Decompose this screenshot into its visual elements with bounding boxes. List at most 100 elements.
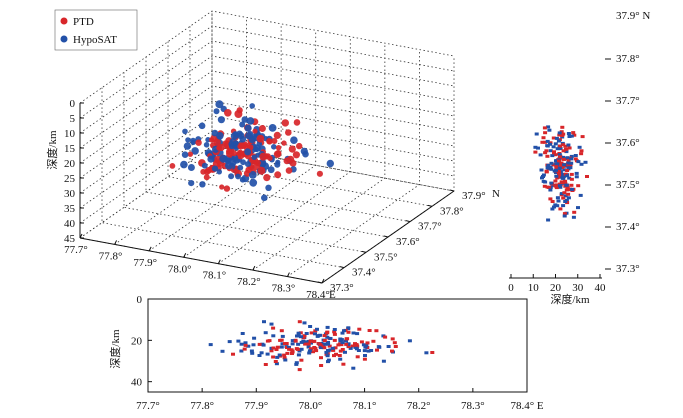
ptd-point [203,174,210,181]
lon-depth-y-tick-label: 40 [131,377,143,389]
ptd-point [287,347,292,351]
ptd-point [224,109,232,117]
scatter3d-points [169,100,334,202]
ptd-point [327,344,332,348]
hyposat-point [550,207,555,211]
ptd-point [367,329,372,332]
grid3d-y-line [123,72,367,253]
ptd-point [296,142,303,150]
grid3d-x-line [321,56,455,284]
ptd-point [295,347,300,351]
ptd-point [579,149,584,153]
lon-depth-y-title: 深度/km [108,329,122,369]
hyposat-point [561,204,566,208]
ptd-point [350,344,355,348]
hyposat-point [229,143,235,150]
ptd-point [282,342,287,346]
ptd-point [297,368,302,372]
ptd-point [337,354,342,357]
ptd-point [275,345,280,349]
hyposat-point [568,166,573,170]
hyposat-point [545,144,550,148]
hyposat-point [560,172,565,176]
hyposat-point [318,346,323,350]
x-tick-3d [79,233,83,239]
hyposat-point [239,121,246,128]
hyposat-point [236,339,241,343]
hyposat-point [557,166,562,170]
y-tick-3d [427,204,433,207]
ptd-point [557,133,562,137]
hyposat-point [563,194,568,198]
ptd-point [263,363,268,366]
ptd-point [309,347,314,351]
lon-depth-x-end-label: 78.4° E [510,400,543,412]
hyposat-point [307,351,312,355]
ptd-point [560,181,565,185]
ptd-point [245,166,252,173]
y-tick-3d [361,250,367,253]
grid3d-z-line [79,40,455,134]
hyposat-point [342,329,346,333]
hyposat-point [182,128,188,135]
hyposat-point [199,181,206,188]
legend [54,9,138,51]
lon-depth-y-tick-label: 0 [137,294,143,306]
hyposat-point [265,352,270,356]
depth-lat-x-tick-label: 20 [550,282,562,294]
hyposat-point [326,340,330,344]
x-tick-3d [321,278,325,284]
hyposat-point [280,342,285,346]
hyposat-point [562,168,567,172]
hyposat-point [362,349,367,353]
hyposat-point [533,145,538,149]
ptd-point [271,346,276,350]
hyposat-point [554,162,559,166]
depth-lat-y-tick-label: 37.3° [616,263,640,275]
hyposat-point [220,349,225,353]
ptd-point [562,191,567,195]
hyposat-point [201,162,208,169]
ptd-point [541,136,546,140]
ptd-point [309,331,314,335]
ptd-point [332,338,337,342]
hyposat-point [188,180,195,187]
y-tick-3d [339,266,345,269]
ptd-point [344,342,349,346]
ptd-point [340,348,345,351]
ptd-point [281,119,289,127]
grid3d-z-line [79,130,455,224]
ptd-point [365,341,370,345]
hyposat-point [304,332,309,335]
ptd-point [341,362,346,366]
ptd-point [554,186,559,190]
hyposat-point [548,149,553,153]
ptd-point [393,345,398,348]
ptd-point [564,188,569,192]
ptd-point [551,136,556,140]
ptd-point [390,349,394,353]
hyposat-point [269,322,274,326]
ptd-point [237,142,245,150]
hyposat-point [274,161,281,168]
hyposat-point [330,346,335,350]
ptd-point [289,159,297,167]
hyposat-point [227,340,232,344]
y-tick-3d [383,235,389,238]
ptd-point [318,343,323,346]
hyposat-point [564,150,569,154]
ptd-point [545,154,550,158]
hyposat-point [546,163,551,167]
hyposat-point [566,161,571,165]
y-tick-3d [317,281,323,284]
hyposat-point [325,354,330,358]
hyposat-point [546,218,551,222]
z-tick-label: 40 [64,218,76,230]
hyposat-point [321,342,326,346]
legend-marker-hyposat [60,35,68,43]
hyposat-point [363,345,368,349]
ptd-point [219,184,225,190]
grid3d-y-line [145,57,389,238]
ptd-point [311,350,315,354]
